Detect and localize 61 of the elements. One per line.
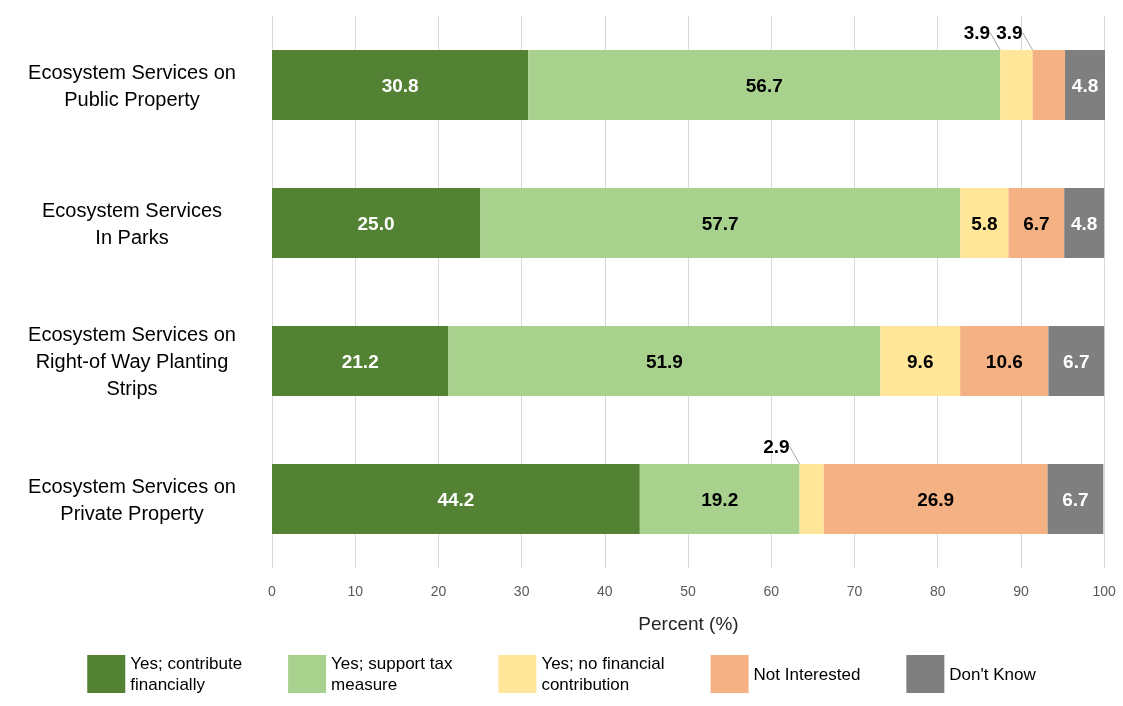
data-label: 56.7 [745, 74, 783, 96]
data-label: 25.0 [357, 212, 395, 234]
y-tick-label: Ecosystem Services on Private Property [28, 474, 236, 524]
bar [480, 188, 961, 258]
data-label: 3.9 [963, 22, 991, 43]
x-tick-label: 70 [846, 583, 863, 599]
data-label: 10.6 [985, 350, 1023, 372]
bar [272, 464, 640, 534]
bar [1032, 50, 1066, 120]
x-tick-label: 30 [513, 583, 530, 599]
x-tick-label: 100 [1092, 583, 1117, 599]
bar [823, 464, 1048, 534]
y-tick-label: Ecosystem Services on Public Property [28, 60, 236, 110]
x-tick-label: 20 [430, 583, 447, 599]
bar [272, 188, 481, 258]
data-label: 21.2 [341, 350, 379, 372]
legend-label: Don't Know [949, 664, 1037, 684]
bar [448, 326, 881, 396]
bar [1047, 464, 1104, 534]
bar [1064, 188, 1105, 258]
bar [272, 50, 529, 120]
y-tick-label: Ecosystem Services on Right-of Way Planting Strips [28, 323, 236, 399]
data-label: 6.7 [1063, 350, 1090, 372]
legend-label: Yes; contribute financially [130, 654, 243, 694]
x-tick-label: 50 [680, 583, 697, 599]
bar [799, 464, 824, 534]
bar [528, 50, 1001, 120]
bar [1000, 50, 1033, 120]
x-axis-title: Percent (%) [638, 613, 739, 634]
data-label: 44.2 [437, 488, 475, 510]
data-label: 5.8 [971, 212, 998, 234]
data-label: 4.8 [1070, 212, 1098, 234]
bar [1048, 326, 1105, 396]
x-tick-label: 90 [1013, 583, 1029, 599]
bar [1008, 188, 1065, 258]
bar [272, 326, 449, 396]
data-label: 19.2 [701, 488, 739, 510]
data-label: 6.7 [1062, 488, 1089, 510]
data-label: 51.9 [645, 350, 683, 372]
data-label: 9.6 [907, 350, 934, 372]
data-label: 30.8 [381, 74, 419, 96]
bar [1065, 50, 1105, 120]
data-label: 3.9 [996, 22, 1023, 43]
x-tick-label: 0 [268, 583, 277, 599]
legend-label: Yes; no financial contribution [541, 654, 665, 694]
x-tick-label: 60 [763, 583, 780, 599]
data-label: 2.9 [763, 436, 790, 457]
x-tick-label: 80 [929, 583, 946, 599]
data-label: 26.9 [917, 488, 955, 510]
data-label: 57.7 [701, 212, 739, 234]
data-label: 4.8 [1071, 74, 1099, 96]
x-tick-label: 40 [597, 583, 613, 599]
legend-label: Not Interested [753, 664, 861, 684]
legend-label: Yes; support tax measure [331, 654, 453, 694]
y-tick-label: Ecosystem Services In Parks [41, 198, 223, 248]
bar [880, 326, 961, 396]
bar [960, 326, 1049, 396]
bar [639, 464, 800, 534]
data-label: 6.7 [1023, 212, 1050, 234]
bar [960, 188, 1009, 258]
x-tick-label: 10 [347, 583, 364, 599]
